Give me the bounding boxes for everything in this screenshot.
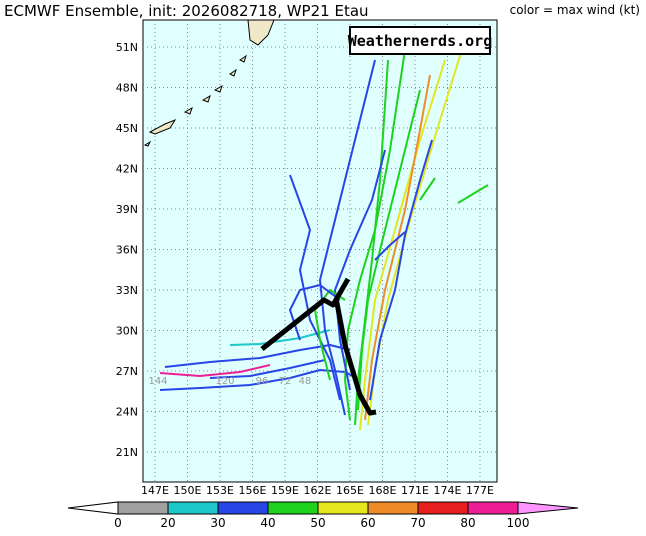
colorbar-label: 80 <box>460 516 475 530</box>
land-mass <box>247 19 275 46</box>
track <box>359 59 446 431</box>
track <box>334 149 386 391</box>
watermark: Weathernerds.org <box>348 32 493 50</box>
colorbar-segment <box>317 501 369 515</box>
title: ECMWF Ensemble, init: 2026082718, WP21 E… <box>4 2 369 20</box>
track <box>159 364 271 377</box>
colorbar: 0 20 30 40 50 60 70 80 100 <box>67 501 579 530</box>
colorbar-label: 70 <box>410 516 425 530</box>
island <box>148 118 177 135</box>
colorbar-label: 30 <box>210 516 225 530</box>
colorbar-label: 60 <box>360 516 375 530</box>
lat-label: 42N <box>116 163 138 176</box>
legend-note: color = max wind (kt) <box>510 3 640 17</box>
lon-label: 165E <box>336 484 364 497</box>
colorbar-segment <box>267 501 319 515</box>
track <box>319 59 376 416</box>
watermark-box <box>349 26 491 55</box>
lat-labels: 51N 48N 45N 42N 39N 36N 33N 30N 27N 24N 21N <box>116 41 138 459</box>
track <box>364 74 431 421</box>
lat-label: 33N <box>116 284 138 297</box>
lon-label: 168E <box>369 484 397 497</box>
lon-label: 147E <box>141 484 169 497</box>
track <box>369 139 433 401</box>
hour-label: 72 <box>279 376 292 387</box>
track <box>289 284 341 341</box>
colorbar-segment <box>467 501 519 515</box>
lat-label: 30N <box>116 325 138 338</box>
mean-track <box>260 277 351 351</box>
track <box>419 177 489 204</box>
lat-label: 21N <box>116 446 138 459</box>
lon-label: 156E <box>239 484 267 497</box>
hour-label: 144 <box>148 376 167 387</box>
hour-label: 120 <box>215 376 234 387</box>
colorbar-label: 100 <box>507 516 530 530</box>
track <box>374 231 406 261</box>
land <box>143 19 275 147</box>
track <box>289 174 341 401</box>
colorbar-segment <box>367 501 419 515</box>
colorbar-label: 40 <box>260 516 275 530</box>
lat-label: 48N <box>116 82 138 95</box>
hour-label: 48 <box>299 376 312 387</box>
lat-label: 45N <box>116 122 138 135</box>
track <box>357 89 421 411</box>
track <box>164 344 351 368</box>
lon-label: 159E <box>271 484 299 497</box>
lat-label: 39N <box>116 203 138 216</box>
track <box>229 329 331 346</box>
colorbar-label: 0 <box>114 516 122 530</box>
colorbar-label: 20 <box>160 516 175 530</box>
hour-labels: 144 120 96 72 48 <box>148 376 311 387</box>
lat-label: 36N <box>116 244 138 257</box>
map-area: 144 120 96 72 48 Weathernerds.org <box>142 19 498 483</box>
track <box>209 359 326 379</box>
colorbar-segment <box>167 501 219 515</box>
colorbar-segment <box>417 501 469 515</box>
colorbar-segment <box>117 501 169 515</box>
lon-label: 174E <box>434 484 462 497</box>
island <box>143 54 247 147</box>
ensemble-tracks <box>159 39 489 431</box>
lon-label: 177E <box>466 484 494 497</box>
track <box>344 49 406 421</box>
colorbar-segment <box>217 501 269 515</box>
lon-label: 162E <box>304 484 332 497</box>
colorbar-label: 50 <box>310 516 325 530</box>
lat-label: 51N <box>116 41 138 54</box>
lon-label: 153E <box>206 484 234 497</box>
ocean <box>142 19 498 483</box>
hour-label: 96 <box>256 376 269 387</box>
lon-label: 150E <box>174 484 202 497</box>
mean-track <box>333 297 377 416</box>
lat-label: 24N <box>116 406 138 419</box>
lat-label: 27N <box>116 365 138 378</box>
lon-labels: 147E 150E 153E 156E 159E 162E 165E 168E 171E 174E… <box>141 484 494 497</box>
lon-label: 171E <box>401 484 429 497</box>
